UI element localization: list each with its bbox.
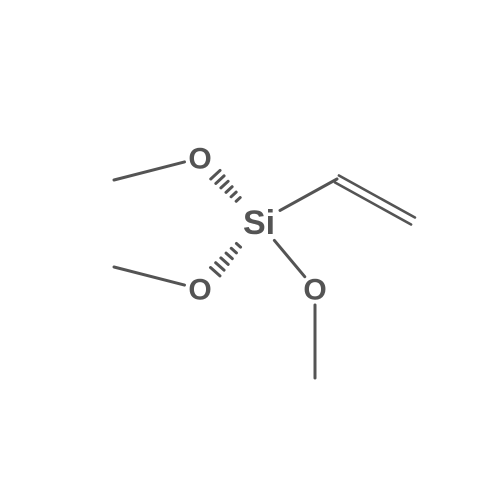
atom-label-si: Si	[243, 204, 275, 242]
atom-label-o2: O	[188, 274, 211, 307]
molecule-diagram: Si O O O	[0, 0, 500, 500]
atom-label-o1: O	[188, 143, 211, 176]
atom-label-o3: O	[303, 274, 326, 307]
